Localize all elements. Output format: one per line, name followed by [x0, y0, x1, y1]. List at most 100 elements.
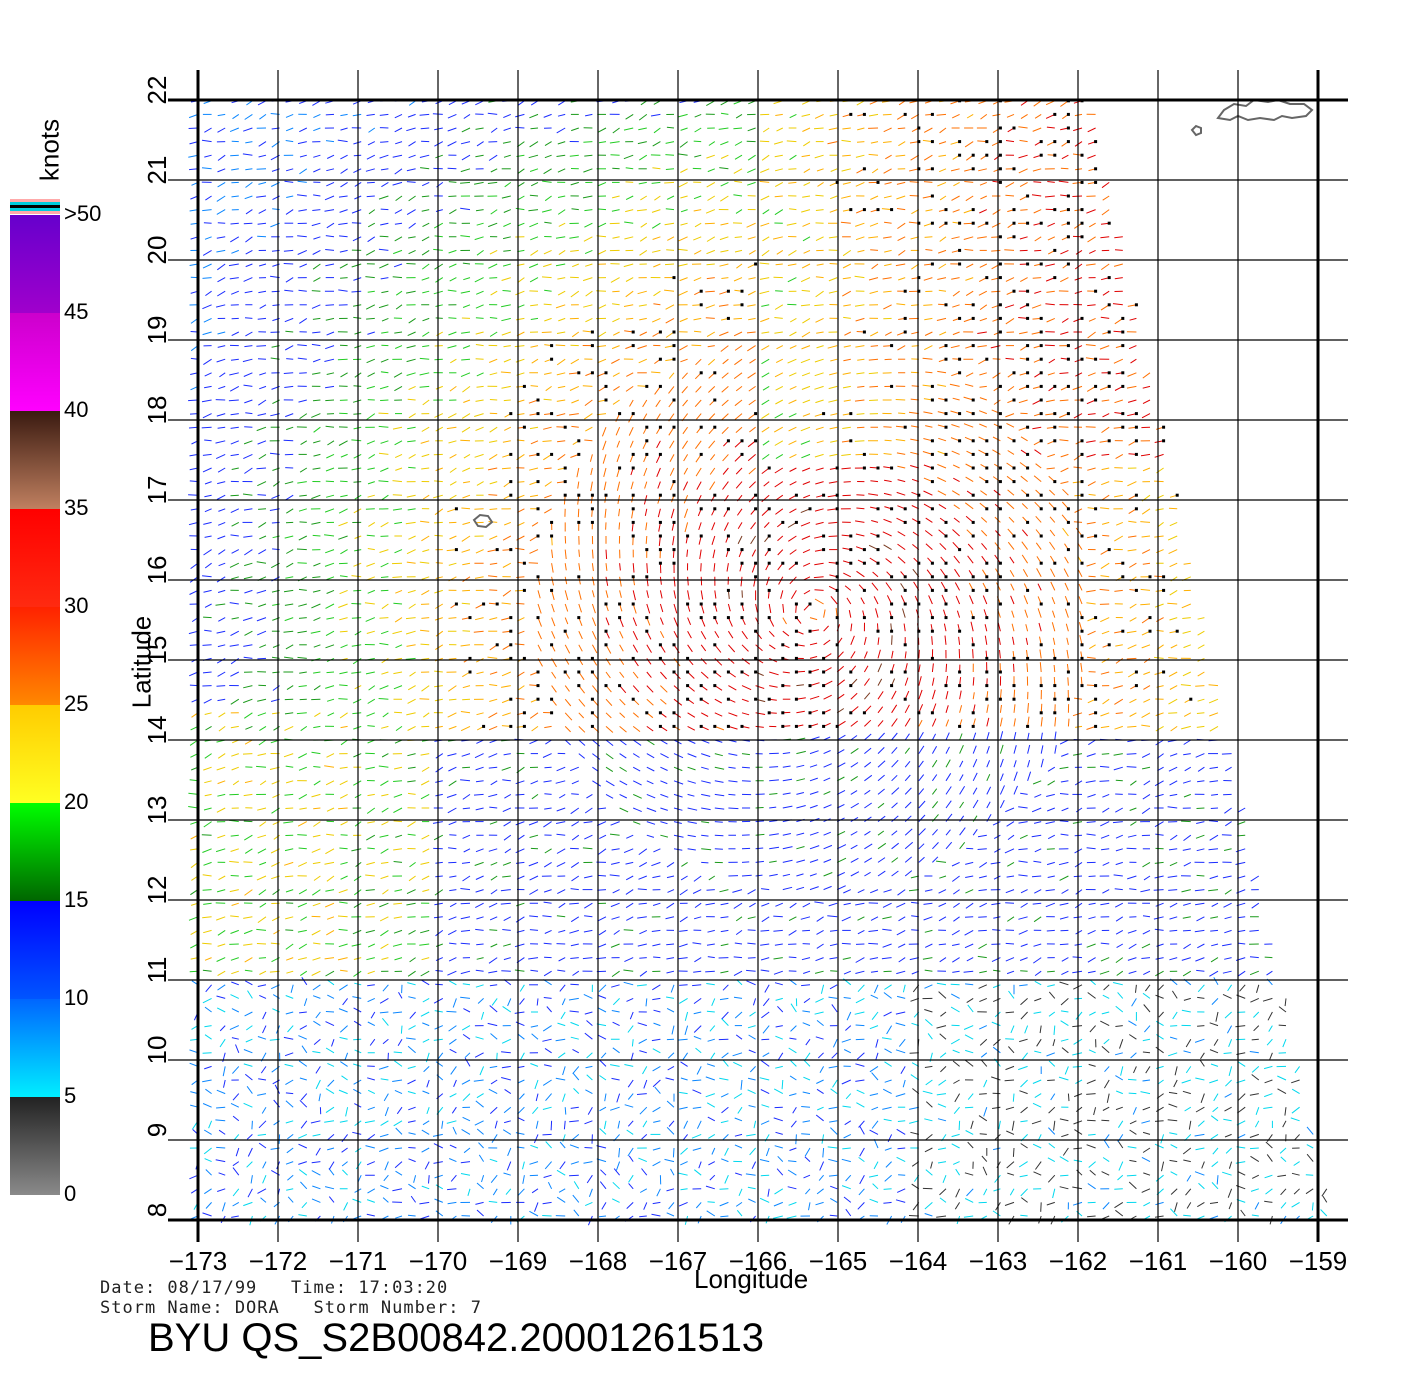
wind-vector [792, 1106, 797, 1114]
wind-vector [1010, 1025, 1015, 1034]
wind-vector [283, 753, 294, 758]
wind-vector [652, 875, 661, 879]
wind-vector [311, 1161, 321, 1164]
wind-vector [462, 1116, 471, 1122]
rain-flag-dot [509, 452, 513, 456]
wind-vector [217, 589, 226, 593]
wind-vector [803, 576, 811, 581]
wind-vector [558, 902, 566, 909]
wind-vector [937, 463, 947, 469]
wind-vector [576, 467, 580, 478]
rain-flag-dot [1134, 507, 1138, 511]
wind-vector [936, 1093, 947, 1096]
wind-vector [1182, 929, 1191, 932]
wind-vector [257, 984, 267, 987]
wind-vector [816, 943, 824, 949]
wind-vector [1114, 1188, 1123, 1190]
wind-vector [1128, 535, 1137, 538]
wind-vector [1199, 1059, 1205, 1067]
wind-vector [352, 1131, 362, 1135]
wind-vector [202, 1079, 212, 1083]
wind-vector [578, 603, 582, 613]
wind-vector [453, 1079, 457, 1087]
wind-vector [1063, 568, 1069, 578]
wind-vector [1208, 889, 1219, 892]
wind-vector [367, 1021, 376, 1027]
wind-vector [1027, 771, 1032, 781]
wind-vector [1100, 834, 1110, 839]
wind-vector [542, 1133, 552, 1136]
wind-vector [1066, 637, 1069, 645]
wind-vector [1224, 1093, 1232, 1098]
rain-flag-dot [658, 561, 662, 565]
wind-vector [379, 642, 389, 646]
wind-vector [619, 644, 624, 652]
wind-vector [827, 915, 838, 918]
wind-vector [736, 508, 743, 516]
wind-vector [365, 766, 375, 770]
wind-vector [596, 821, 607, 826]
wind-vector [616, 440, 621, 448]
wind-vector [872, 571, 879, 578]
wind-vector [841, 534, 851, 537]
wind-vector [232, 1115, 240, 1122]
wind-vector [1181, 1009, 1191, 1013]
wind-vector [619, 563, 621, 571]
wind-vector [646, 658, 652, 665]
wind-vector [517, 834, 525, 841]
wind-vector [782, 752, 791, 755]
wind-vector [877, 732, 885, 741]
wind-vector [1059, 793, 1069, 795]
wind-vector [381, 671, 389, 675]
wind-vector [884, 1061, 892, 1067]
wind-vector [284, 793, 294, 796]
wind-vector [218, 508, 226, 512]
wind-vector [687, 807, 698, 811]
wind-vector [841, 942, 851, 945]
wind-vector [602, 454, 607, 464]
wind-vector [490, 875, 498, 881]
rain-flag-dot [740, 616, 744, 620]
wind-vector [1154, 656, 1164, 659]
wind-vector [714, 766, 725, 770]
wind-vector [421, 467, 430, 470]
wind-vector [543, 426, 552, 430]
wind-vector [673, 834, 684, 838]
wind-vector [1099, 765, 1110, 768]
wind-vector [604, 1093, 607, 1102]
wind-vector [1291, 1079, 1300, 1084]
wind-vector [379, 997, 389, 1004]
wind-vector [749, 902, 756, 908]
wind-vector [462, 467, 471, 472]
wind-vector [285, 1079, 294, 1086]
wind-vector [1035, 515, 1042, 523]
wind-vector [422, 1022, 430, 1027]
wind-vector [999, 744, 1004, 754]
wind-vector [842, 426, 851, 429]
wind-vector [529, 426, 539, 430]
wind-vector [1039, 662, 1042, 673]
wind-vector [1266, 970, 1273, 976]
wind-vector [501, 1051, 511, 1054]
wind-vector [693, 1169, 702, 1176]
wind-vector [380, 861, 389, 864]
wind-vector [682, 1052, 689, 1061]
rain-flag-dot [985, 480, 989, 484]
wind-vector [1060, 467, 1069, 473]
wind-vector [1048, 1011, 1056, 1017]
wind-vector [1209, 1079, 1219, 1084]
wind-vector [639, 1050, 647, 1054]
wind-vector [1018, 1065, 1028, 1071]
wind-vector [972, 829, 978, 836]
wind-vector [408, 466, 416, 469]
wind-vector [983, 1188, 988, 1196]
wind-vector [462, 875, 471, 882]
wind-vector [242, 493, 253, 496]
wind-vector [529, 915, 539, 918]
wind-vector [1155, 1106, 1164, 1113]
wind-vector [632, 563, 635, 573]
wind-vector [953, 504, 960, 510]
wind-vector [952, 1049, 960, 1054]
rain-flag-dot [1026, 588, 1030, 592]
wind-vector [939, 542, 947, 550]
